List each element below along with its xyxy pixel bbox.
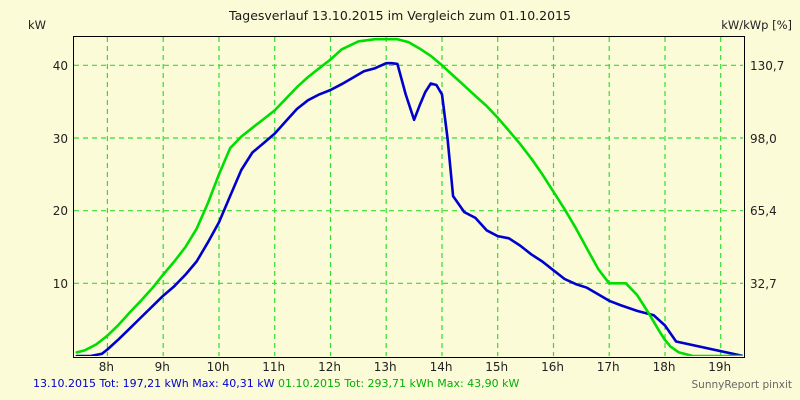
x-tick: 19h bbox=[708, 360, 732, 374]
data-series bbox=[75, 37, 743, 356]
x-tick: 9h bbox=[154, 360, 170, 374]
legend-series-a: 13.10.2015 Tot: 197,21 kWh Max: 40,31 kW bbox=[33, 377, 275, 390]
y-tick-left: 20 bbox=[52, 204, 68, 219]
watermark-label: SunnyReport pinxit bbox=[691, 379, 792, 391]
y-axis-right-ticks: 130,7 98,0 65,4 32,7 bbox=[750, 36, 798, 358]
plot-area bbox=[73, 36, 745, 358]
y-tick-left: 30 bbox=[52, 131, 68, 146]
y-tick-left: 10 bbox=[52, 276, 68, 291]
x-tick: 17h bbox=[596, 360, 620, 374]
x-tick: 18h bbox=[652, 360, 676, 374]
gridlines bbox=[74, 37, 743, 356]
page-title: Tagesverlauf 13.10.2015 im Vergleich zum… bbox=[229, 8, 571, 23]
x-tick: 12h bbox=[318, 360, 341, 374]
chart-legend-footer: 13.10.2015 Tot: 197,21 kWh Max: 40,31 kW… bbox=[33, 377, 519, 390]
x-tick: 15h bbox=[485, 360, 509, 374]
y-tick-right: 65,4 bbox=[750, 204, 777, 218]
y-tick-right: 130,7 bbox=[750, 58, 785, 73]
y-axis-right-unit-label: kW/kWp [%] bbox=[721, 18, 792, 32]
x-tick: 8h bbox=[98, 360, 115, 374]
y-tick-right: 98,0 bbox=[750, 131, 777, 146]
legend-series-b: 01.10.2015 Tot: 293,71 kWh Max: 43,90 kW bbox=[277, 377, 520, 390]
x-tick: 10h bbox=[206, 360, 230, 374]
x-axis-ticks: 8h 9h 10h 11h 12h 13h 14h 15h 16h 17h 18h 19h bbox=[73, 360, 745, 378]
x-tick: 11h bbox=[262, 360, 286, 374]
series-line-1 bbox=[75, 37, 743, 356]
y-axis-left-ticks: 40 30 20 10 bbox=[20, 36, 68, 358]
x-tick: 14h bbox=[429, 360, 453, 374]
chart-canvas bbox=[74, 37, 743, 356]
y-axis-left-unit-label: kW bbox=[28, 18, 47, 32]
y-tick-right: 32,7 bbox=[750, 276, 777, 291]
series-line-0 bbox=[75, 61, 743, 356]
y-tick-left: 40 bbox=[52, 58, 68, 73]
x-tick: 16h bbox=[541, 360, 564, 374]
x-tick: 13h bbox=[373, 360, 397, 374]
